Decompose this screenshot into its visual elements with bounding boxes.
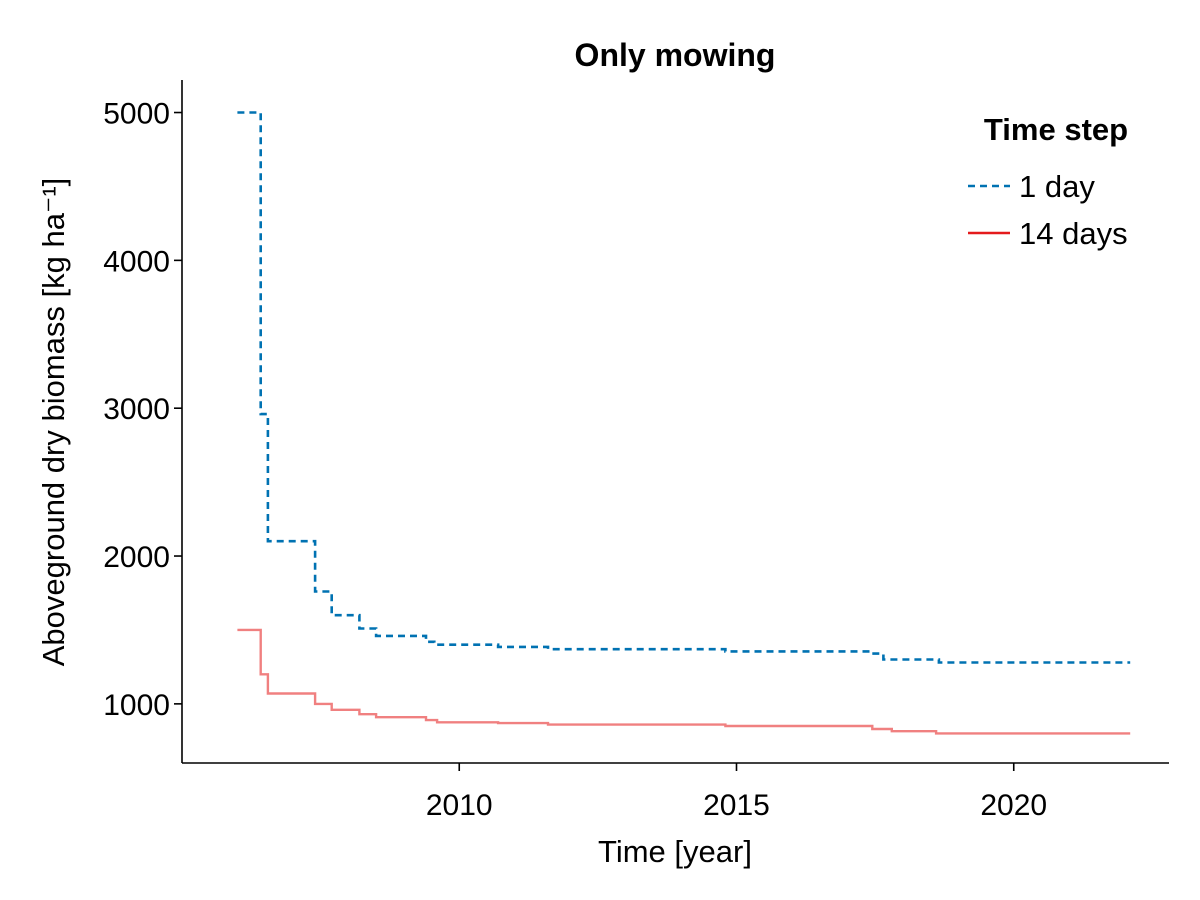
x-tick-label: 2015 [703,789,770,822]
chart-title: Only mowing [575,37,776,73]
y-tick-label: 4000 [103,245,170,278]
y-axis-label: Aboveground dry biomass [kg ha⁻¹] [36,178,71,667]
legend: Time step 1 day 14 days [968,112,1128,251]
x-axis-label: Time [year] [598,834,752,869]
legend-label-1: 1 day [1019,169,1095,204]
x-tick-label: 2010 [426,789,493,822]
y-tick-label: 3000 [103,393,170,426]
series-layer [237,111,1131,735]
y-tick-label: 5000 [103,98,170,131]
legend-label-2: 14 days [1019,216,1128,251]
y-tick-label: 2000 [103,541,170,574]
legend-title: Time step [984,112,1128,147]
series-line-2 [237,628,1131,735]
y-ticks: 1000 2000 3000 4000 5000 [103,98,182,722]
series-line-1 [237,111,1131,664]
legend-items: 1 day 14 days [968,169,1128,251]
x-tick-label: 2020 [980,789,1047,822]
y-tick-label: 1000 [103,689,170,722]
x-ticks: 2010 2015 2020 [426,763,1047,822]
axes [181,80,1169,764]
